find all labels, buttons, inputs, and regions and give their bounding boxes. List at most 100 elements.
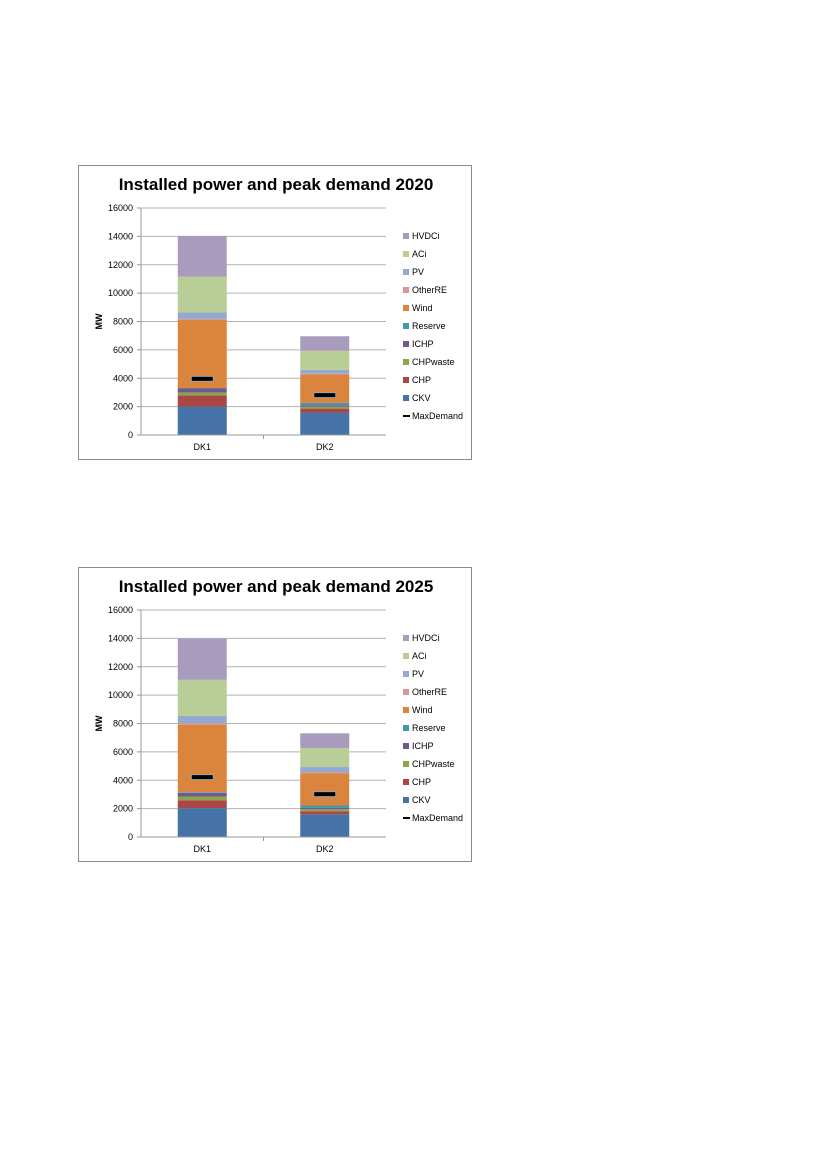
bar-segment-chp (177, 800, 227, 809)
bar-segment-chp (177, 395, 227, 407)
legend-swatch (403, 635, 409, 641)
legend-label: CHPwaste (412, 357, 455, 367)
legend-label: Wind (412, 303, 433, 313)
x-tick-label: DK2 (316, 844, 334, 854)
legend-swatch (403, 359, 409, 365)
y-tick-label: 2000 (113, 804, 133, 814)
bar-segment-ichp (300, 405, 350, 407)
y-tick-label: 14000 (108, 633, 133, 643)
bar-segment-otherre (300, 373, 350, 375)
bar-segment-hvdci (177, 235, 227, 277)
chart-2025: Installed power and peak demand 2025 0 20… (78, 567, 472, 862)
legend-label: CHP (412, 375, 431, 385)
y-tick-label: 6000 (113, 747, 133, 757)
y-tick-label: 10000 (108, 690, 133, 700)
legend-label: MaxDemand (412, 411, 463, 421)
legend-label: ICHP (412, 741, 434, 751)
bar-segment-hvdci (300, 336, 350, 351)
y-tick-label: 16000 (108, 605, 133, 615)
bar-segment-aci (300, 350, 350, 370)
bar-segment-chpwaste (177, 392, 227, 396)
bar-segment-otherre (177, 723, 227, 725)
bar-segment-hvdci (177, 638, 227, 680)
bar-segment-reserve (300, 805, 350, 808)
bar-segment-wind (177, 724, 227, 793)
bar-segment-pv (300, 369, 350, 374)
legend-label: ICHP (412, 339, 434, 349)
y-tick-label: 12000 (108, 662, 133, 672)
legend-swatch (403, 395, 409, 401)
y-axis-title: MW (94, 715, 104, 731)
legend-label: CKV (412, 393, 431, 403)
legend-swatch (403, 233, 409, 239)
chart-2020: Installed power and peak demand 2020 0 20… (78, 165, 472, 460)
legend-label: ACi (412, 249, 427, 259)
bar-segment-wind (300, 374, 350, 403)
legend-label: Wind (412, 705, 433, 715)
legend-label: OtherRE (412, 687, 447, 697)
y-tick-label: 4000 (113, 775, 133, 785)
bar-segment-otherre (300, 772, 350, 774)
chart-svg: 0 2000 4000 6000 8000 10000 12000 14000 16000 MW D… (94, 203, 463, 452)
maxdemand-marker (190, 774, 214, 781)
legend-label: ACi (412, 651, 427, 661)
x-tick-label: DK2 (316, 442, 334, 452)
bar-segment-chpwaste (300, 406, 350, 409)
bar-segment-ckv (300, 814, 350, 837)
legend-swatch (403, 689, 409, 695)
y-tick-label: 0 (128, 430, 133, 440)
bar-segment-wind (300, 773, 350, 806)
chart-svg: 0 2000 4000 6000 8000 10000 12000 14000 16000 MW D… (94, 605, 463, 854)
maxdemand-marker (313, 791, 337, 798)
legend-swatch (403, 761, 409, 767)
legend-label: Reserve (412, 723, 446, 733)
bar-segment-ichp (177, 792, 227, 797)
y-tick-label: 4000 (113, 373, 133, 383)
legend-swatch (403, 707, 409, 713)
legend-swatch (403, 341, 409, 347)
legend-label: CHP (412, 777, 431, 787)
legend-swatch (403, 797, 409, 803)
bar-segment-chpwaste (300, 809, 350, 812)
y-tick-label: 16000 (108, 203, 133, 213)
legend-swatch (403, 671, 409, 677)
y-tick-label: 14000 (108, 231, 133, 241)
maxdemand-marker (313, 392, 337, 399)
bar-segment-ichp (300, 807, 350, 810)
legend-label: MaxDemand (412, 813, 463, 823)
x-tick-label: DK1 (193, 844, 211, 854)
bar-segment-hvdci (300, 733, 350, 749)
legend-swatch (403, 377, 409, 383)
x-tick-label: DK1 (193, 442, 211, 452)
legend-label: Reserve (412, 321, 446, 331)
legend-swatch (403, 653, 409, 659)
bar-segment-reserve (300, 402, 350, 406)
y-tick-label: 6000 (113, 345, 133, 355)
legend-label: HVDCi (412, 633, 440, 643)
bar-segment-aci (177, 679, 227, 716)
bar-segment-ckv (177, 406, 227, 435)
legend-swatch (403, 743, 409, 749)
bar-segment-aci (300, 748, 350, 768)
y-axis-title: MW (94, 313, 104, 329)
bar-segment-otherre (177, 318, 227, 320)
legend-swatch (403, 251, 409, 257)
y-tick-label: 0 (128, 832, 133, 842)
y-tick-label: 12000 (108, 260, 133, 270)
y-tick-label: 10000 (108, 288, 133, 298)
legend-label: HVDCi (412, 231, 440, 241)
legend-swatch (403, 725, 409, 731)
chart-title: Installed power and peak demand 2025 (118, 577, 434, 596)
bar-segment-ckv (300, 412, 350, 435)
legend-label: CHPwaste (412, 759, 455, 769)
bar-segment-pv (177, 312, 227, 319)
legend-swatch (403, 779, 409, 785)
bar-segment-chp (300, 408, 350, 413)
legend-swatch (403, 287, 409, 293)
maxdemand-marker (190, 375, 214, 382)
legend-label: CKV (412, 795, 431, 805)
y-tick-label: 8000 (113, 719, 133, 729)
chart-title: Installed power and peak demand 2020 (118, 175, 434, 194)
legend-label: OtherRE (412, 285, 447, 295)
legend-swatch (403, 269, 409, 275)
